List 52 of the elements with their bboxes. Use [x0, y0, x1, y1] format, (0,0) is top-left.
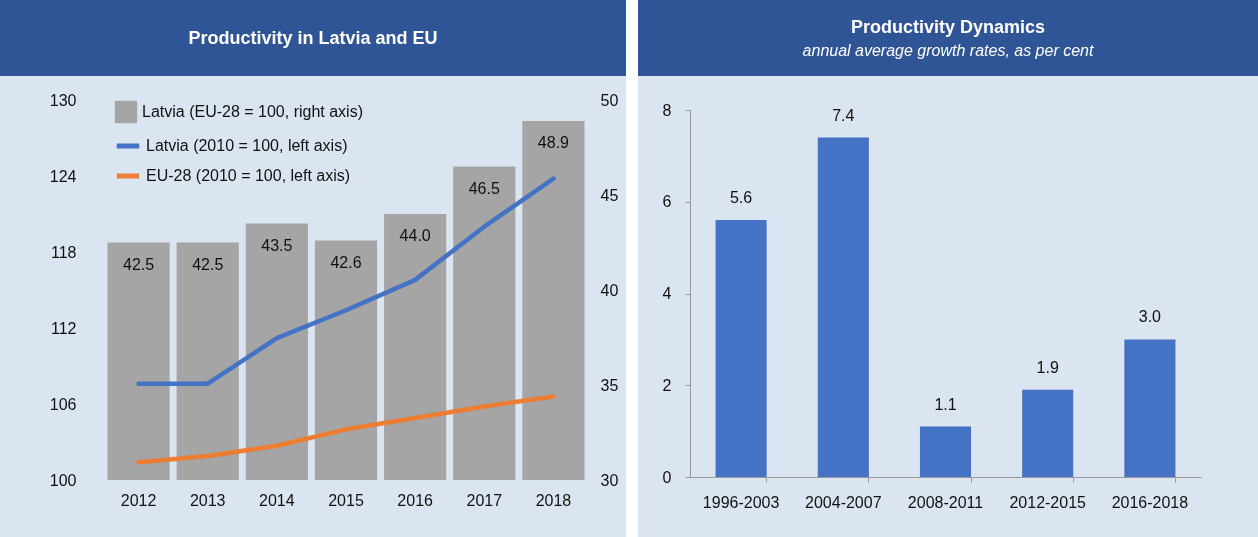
y-tick-label: 106: [49, 395, 77, 413]
bar: [817, 137, 869, 477]
x-tick-label: 2013: [189, 491, 226, 509]
y-tick-label: 6: [662, 193, 672, 211]
x-tick-label: 2012: [120, 491, 157, 509]
x-tick-label: 1996-2003: [702, 493, 780, 511]
data-label: 7.4: [832, 106, 855, 124]
legend-label: EU-28 (2010 = 100, left axis): [146, 167, 351, 184]
y-tick-label: 4: [662, 285, 672, 302]
y-tick-label: 118: [50, 243, 77, 261]
data-label: 44.0: [399, 227, 431, 244]
chart-title: Productivity Dynamics: [850, 16, 1046, 38]
y2-tick-label: 50: [600, 91, 619, 109]
x-tick-label: 2017: [466, 491, 503, 509]
x-tick-label: 2015: [328, 491, 364, 509]
y-tick-label: 0: [662, 468, 672, 486]
chart-title: Productivity in Latvia and EU: [188, 27, 438, 49]
data-label: 3.0: [1138, 308, 1162, 326]
chart-subtitle: annual average growth rates, as per cent: [802, 41, 1094, 60]
bar: [715, 220, 767, 477]
y2-tick-label: 40: [600, 281, 619, 299]
bar: [919, 426, 972, 477]
bar: [1124, 339, 1176, 477]
y-tick-label: 130: [49, 91, 77, 109]
data-label: 48.9: [537, 133, 570, 151]
data-label: 46.5: [468, 179, 500, 197]
bar: [1022, 389, 1074, 477]
y-tick-label: 2: [662, 376, 672, 394]
line-series: [136, 394, 556, 465]
y-tick-label: 8: [662, 101, 672, 119]
data-label: 5.6: [729, 189, 753, 207]
y-tick-label: 124: [49, 167, 77, 185]
legend-label: Latvia (EU-28 = 100, right axis): [142, 103, 363, 120]
y-tick-label: 112: [50, 319, 77, 337]
x-tick-label: 2018: [535, 491, 572, 509]
y2-tick-label: 30: [600, 471, 619, 489]
data-label: 1.9: [1036, 358, 1059, 376]
y-tick-label: 100: [49, 471, 77, 489]
x-tick-label: 2004-2007: [805, 493, 882, 511]
x-tick-label: 2012-2015: [1009, 493, 1087, 511]
data-label: 42.5: [192, 255, 224, 273]
data-label: 1.1: [934, 395, 957, 413]
data-label: 43.5: [261, 236, 293, 254]
data-label: 42.6: [330, 253, 362, 271]
y2-tick-label: 35: [600, 376, 619, 394]
x-tick-label: 2008-2011: [907, 493, 984, 511]
x-tick-label: 2016: [397, 491, 434, 509]
y2-tick-label: 45: [600, 186, 619, 204]
x-tick-label: 2014: [259, 491, 295, 509]
x-tick-label: 2016-2018: [1111, 493, 1189, 511]
data-label: 42.5: [123, 255, 155, 273]
legend-label: Latvia (2010 = 100, left axis): [146, 137, 348, 154]
